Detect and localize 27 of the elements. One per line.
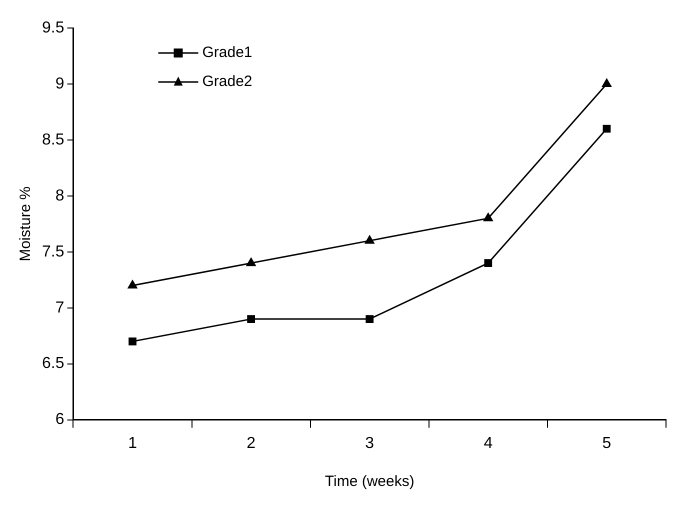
y-tick-label: 7 [55, 299, 64, 316]
y-tick-label: 6.5 [42, 355, 64, 372]
point [128, 280, 138, 288]
point [247, 315, 255, 323]
point [484, 213, 493, 222]
point [364, 235, 374, 244]
legend-label: Grade2 [202, 73, 252, 90]
x-tick-label: 3 [365, 434, 374, 452]
point [602, 78, 612, 87]
y-axis-title: Moisture % [17, 186, 34, 262]
point [128, 338, 136, 346]
x-tick-label: 4 [484, 434, 493, 452]
point [246, 258, 256, 266]
x-axis-title: Time (weeks) [324, 473, 414, 490]
point [602, 124, 611, 133]
y-tick-label: 7.5 [42, 243, 64, 260]
y-tick-label: 9.5 [42, 19, 64, 36]
point [484, 259, 492, 268]
x-tick-label: 5 [602, 434, 612, 452]
x-tick-label: 2 [246, 434, 256, 452]
x-tick-label: 1 [128, 434, 138, 452]
point [366, 315, 374, 323]
y-tick-label: 9 [55, 75, 64, 92]
legend-label: Grade1 [202, 44, 252, 62]
y-tick-label: 8 [55, 187, 64, 204]
y-tick-label: 6 [55, 411, 64, 428]
y-tick-label: 8.5 [42, 131, 64, 148]
